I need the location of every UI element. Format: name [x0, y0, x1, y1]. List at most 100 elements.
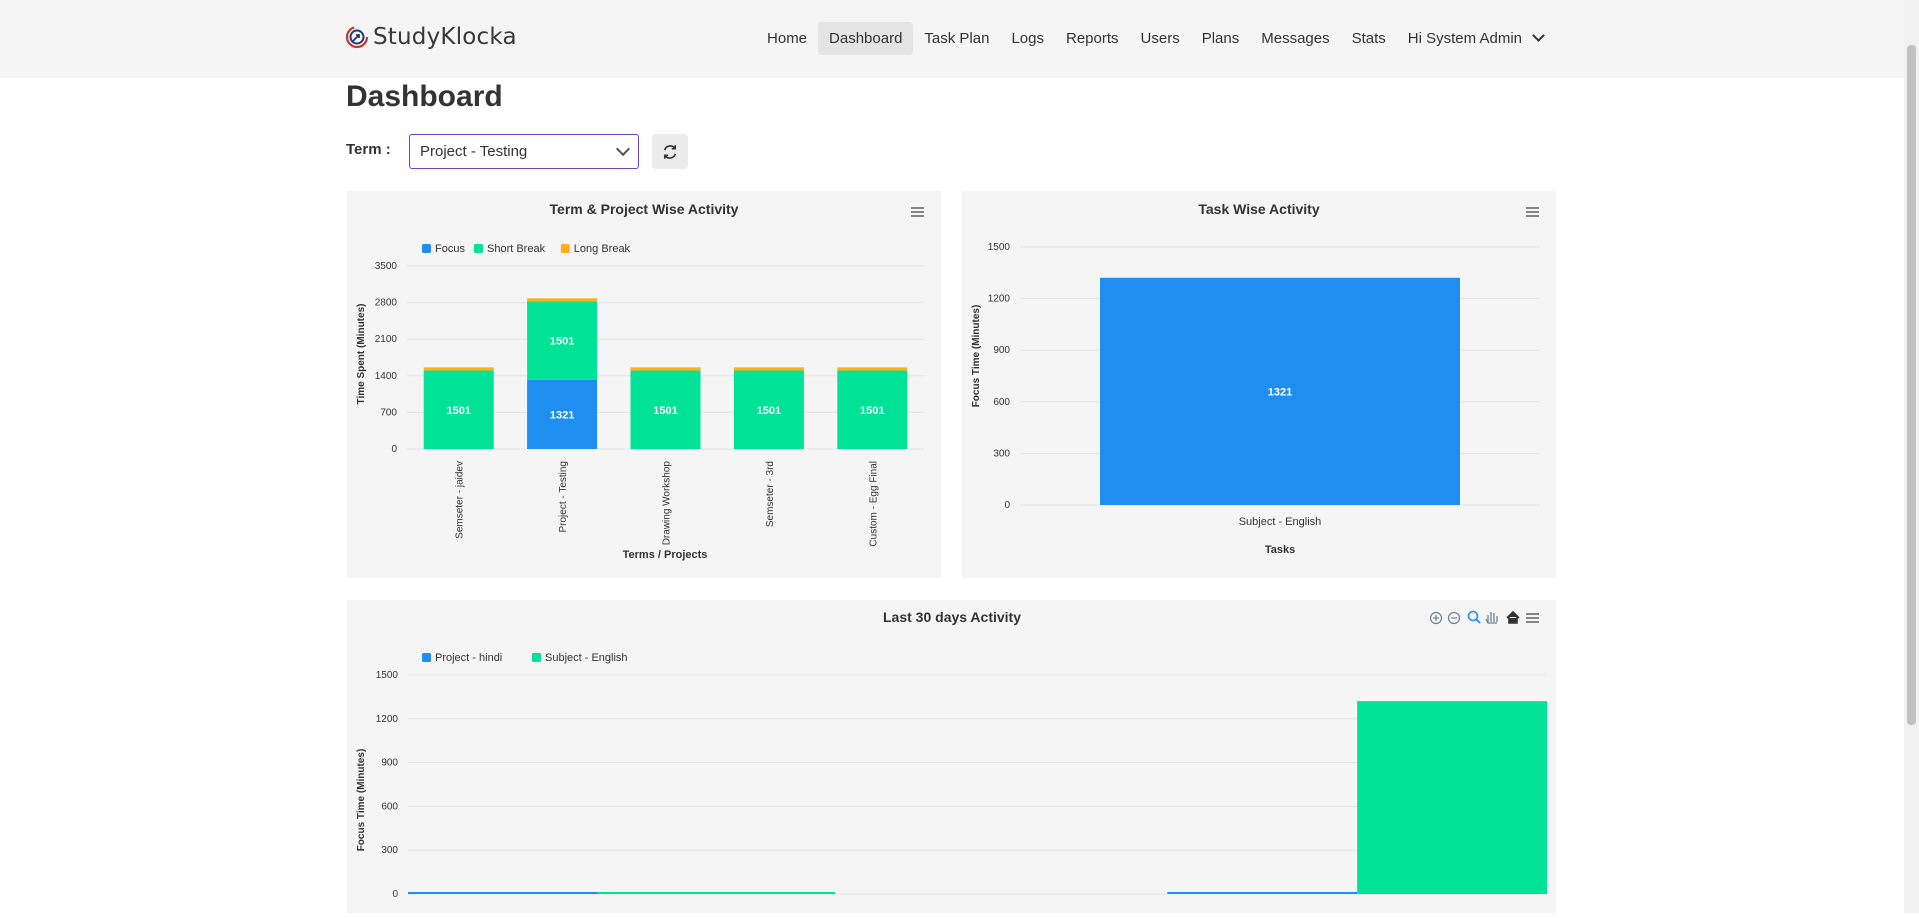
x-axis-title: Terms / Projects	[623, 549, 708, 561]
bar[interactable]	[1167, 892, 1358, 894]
bar[interactable]	[408, 892, 598, 894]
zoom-out-icon[interactable]	[1447, 611, 1461, 625]
nav-dashboard[interactable]: Dashboard	[818, 21, 914, 55]
bar[interactable]	[423, 367, 494, 371]
bar[interactable]	[630, 370, 701, 449]
x-tick-label: Subject - English	[1239, 516, 1322, 528]
pan-icon[interactable]	[1485, 612, 1498, 624]
user-menu-label: Hi System Admin	[1407, 29, 1522, 47]
data-label: 1501	[757, 405, 781, 417]
nav-stats[interactable]: Stats	[1351, 29, 1386, 47]
last-30-days-panel: Last 30 days Activity Project - hindi Sub…	[347, 600, 1556, 913]
x-tick-label: Project - Testing	[558, 461, 569, 533]
y-tick-label: 1400	[375, 371, 398, 382]
bar[interactable]	[733, 370, 804, 449]
nav-reports[interactable]: Reports	[1066, 29, 1119, 47]
nav-task-plan[interactable]: Task Plan	[924, 29, 990, 47]
nav-plans[interactable]: Plans	[1201, 29, 1240, 47]
data-label: 1501	[446, 405, 470, 417]
legend-marker	[422, 653, 431, 662]
bar[interactable]	[733, 367, 804, 371]
data-label: 1501	[860, 405, 884, 417]
refresh-button[interactable]	[652, 134, 688, 169]
data-label: 1321	[550, 409, 574, 421]
refresh-icon	[663, 144, 677, 159]
bar[interactable]	[837, 367, 908, 371]
data-label: 1501	[653, 405, 677, 417]
bar[interactable]	[423, 370, 494, 449]
legend-label[interactable]: Subject - English	[545, 652, 628, 664]
nav-logs[interactable]: Logs	[1011, 29, 1044, 47]
term-select-value: Project - Testing	[420, 143, 528, 160]
legend-marker	[474, 244, 483, 253]
chevron-down-icon	[615, 141, 631, 157]
bar[interactable]	[527, 298, 598, 302]
y-tick-label: 0	[391, 444, 397, 455]
data-label: 1321	[1268, 386, 1292, 398]
term-activity-chart: Term & Project Wise Activity Focus Short …	[356, 201, 924, 561]
nav-messages[interactable]: Messages	[1261, 29, 1330, 47]
nav-users[interactable]: Users	[1140, 29, 1180, 47]
last-30-days-chart: Last 30 days Activity Project - hindi Sub…	[356, 609, 1547, 900]
y-tick-label: 2100	[375, 334, 398, 345]
task-activity-chart: Task Wise Activity 0 300 600 900 1200 1500 13…	[971, 201, 1540, 556]
y-tick-label: 1500	[988, 242, 1011, 253]
y-axis-title: Time Spent (Minutes)	[356, 304, 367, 405]
chart-title: Task Wise Activity	[1198, 201, 1319, 217]
y-tick-label: 1500	[376, 670, 399, 681]
x-tick-label: Custom - Egg Final	[868, 461, 879, 547]
legend-marker	[560, 244, 570, 253]
legend-marker	[532, 653, 541, 662]
data-label: 1501	[550, 336, 574, 348]
chart-title: Term & Project Wise Activity	[550, 201, 739, 217]
menu-icon[interactable]	[910, 206, 924, 218]
y-axis-title: Focus Time (Minutes)	[356, 749, 367, 852]
zoom-in-icon[interactable]	[1429, 611, 1443, 625]
y-tick-label: 0	[392, 889, 398, 900]
x-tick-label: Semseter - jaidev	[455, 461, 466, 539]
brand[interactable]: StudyKlocka	[345, 24, 517, 50]
x-tick-label: Drawing Workshop	[662, 461, 673, 546]
top-navbar: StudyKlocka Home Dashboard Task Plan Log…	[0, 0, 1919, 78]
y-tick-label: 300	[993, 448, 1010, 459]
x-axis-title: Tasks	[1265, 544, 1295, 556]
user-menu[interactable]: Hi System Admin	[1397, 22, 1554, 55]
bar[interactable]	[527, 379, 598, 449]
page-scrollbar[interactable]	[1904, 0, 1919, 913]
bar[interactable]	[1100, 277, 1460, 505]
bar[interactable]	[527, 301, 598, 380]
y-tick-label: 2800	[375, 298, 398, 309]
y-tick-label: 300	[381, 845, 398, 856]
legend-label[interactable]: Focus	[435, 243, 465, 255]
menu-icon[interactable]	[1525, 206, 1539, 218]
logo-icon	[345, 25, 369, 49]
legend-label[interactable]: Short Break	[487, 243, 546, 255]
y-tick-label: 600	[993, 397, 1010, 408]
y-tick-label: 600	[381, 801, 398, 812]
legend-label[interactable]: Long Break	[574, 243, 631, 255]
task-activity-panel: Task Wise Activity 0 300 600 900 1200 1500 13…	[962, 191, 1556, 578]
x-tick-label: Semseter - 3rd	[765, 461, 776, 527]
main-nav: Home Dashboard Task Plan Logs Reports Us…	[756, 20, 1554, 56]
chart-title: Last 30 days Activity	[883, 609, 1021, 625]
selection-zoom-icon[interactable]	[1467, 610, 1481, 624]
bar[interactable]	[837, 370, 908, 449]
legend-marker	[422, 244, 431, 253]
brand-name: StudyKlocka	[373, 24, 517, 50]
bar[interactable]	[597, 892, 836, 894]
legend-label[interactable]: Project - hindi	[435, 652, 502, 664]
scrollbar-thumb[interactable]	[1907, 45, 1916, 725]
y-tick-label: 700	[380, 407, 397, 418]
bar[interactable]	[630, 367, 701, 371]
chevron-down-icon	[1532, 29, 1545, 42]
term-select[interactable]: Project - Testing	[409, 134, 639, 169]
y-tick-label: 1200	[988, 294, 1011, 305]
y-tick-label: 900	[381, 758, 398, 769]
reset-zoom-home-icon[interactable]	[1506, 610, 1520, 624]
menu-icon[interactable]	[1526, 613, 1539, 623]
nav-home[interactable]: Home	[767, 29, 808, 47]
y-tick-label: 3500	[375, 261, 398, 272]
term-label: Term :	[346, 141, 391, 158]
bar[interactable]	[1357, 701, 1547, 894]
term-activity-panel: Term & Project Wise Activity Focus Short …	[347, 191, 941, 578]
